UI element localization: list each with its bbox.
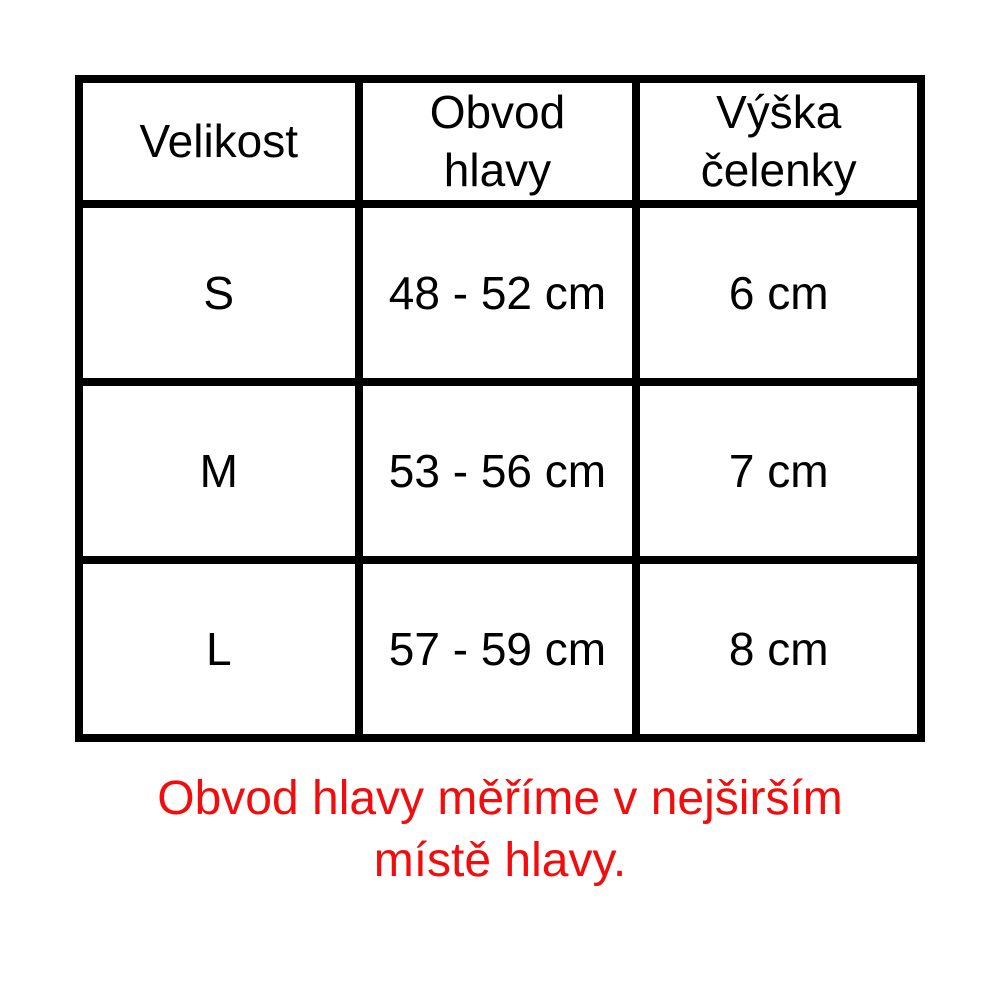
size-cell: S xyxy=(75,199,363,386)
header-row: Velikost Obvod hlavy Výška čelenky xyxy=(75,75,925,208)
table-row: M 53 - 56 cm 7 cm xyxy=(75,377,925,564)
table-row: L 57 - 59 cm 8 cm xyxy=(75,555,925,743)
header-velikost: Velikost xyxy=(75,75,363,208)
headband-height-cell: 6 cm xyxy=(632,199,925,386)
size-table: Velikost Obvod hlavy Výška čelenky S 48 … xyxy=(75,75,925,743)
head-circumference-cell: 53 - 56 cm xyxy=(354,377,641,564)
size-table-body: S 48 - 52 cm 6 cm M 53 - 56 cm 7 cm L 57… xyxy=(75,199,925,743)
header-vyska-celenky: Výška čelenky xyxy=(632,75,925,208)
header-obvod-hlavy: Obvod hlavy xyxy=(354,75,641,208)
table-row: S 48 - 52 cm 6 cm xyxy=(75,199,925,386)
head-circumference-cell: 48 - 52 cm xyxy=(354,199,641,386)
size-cell: M xyxy=(75,377,363,564)
size-table-header: Velikost Obvod hlavy Výška čelenky xyxy=(75,75,925,208)
headband-height-cell: 7 cm xyxy=(632,377,925,564)
measurement-note: Obvod hlavy měříme v nejširším místě hla… xyxy=(157,772,843,888)
head-circumference-cell: 57 - 59 cm xyxy=(354,555,641,743)
headband-height-cell: 8 cm xyxy=(632,555,925,743)
size-cell: L xyxy=(75,555,363,743)
